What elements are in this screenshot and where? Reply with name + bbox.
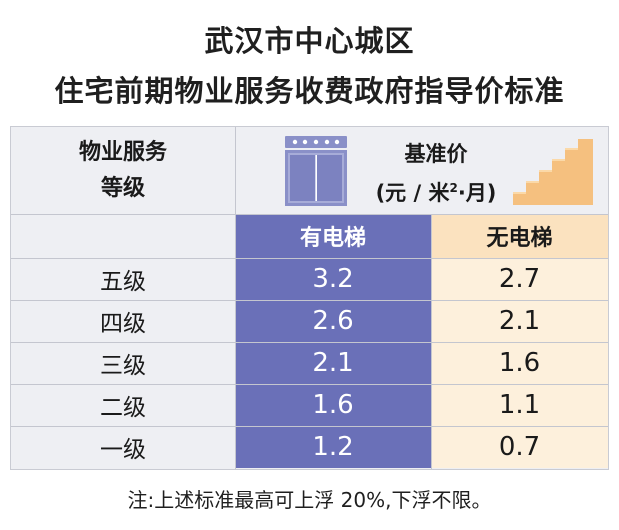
level-header-line-1: 物业服务	[78, 139, 167, 165]
column-divider	[235, 127, 236, 469]
title-line-2: 住宅前期物业服务收费政府指导价标准	[54, 74, 565, 108]
row-value-without-elevator: 0.7	[431, 426, 608, 468]
row-level-label: 三级	[100, 353, 146, 379]
row-value-with-elevator: 2.1	[235, 342, 431, 384]
row-value-without-elevator: 1.6	[431, 342, 608, 384]
row-level-label: 一级	[100, 437, 146, 463]
price-header-line-1: 基准价	[404, 142, 468, 166]
price-header-line-2: (元 / 米2·月)	[361, 171, 511, 210]
row-value-with-elevator: 3.2	[235, 258, 431, 300]
row-level-label: 二级	[100, 395, 146, 421]
row-divider	[11, 214, 608, 215]
row-value-without-elevator: 1.1	[431, 384, 608, 426]
level-header: 物业服务 等级	[11, 127, 235, 214]
row-value-with-elevator: 1.6	[235, 384, 431, 426]
footnote: 注:上述标准最高可上浮 20%,下浮不限。	[127, 488, 492, 512]
level-header-line-2: 等级	[100, 175, 145, 201]
row-level-label: 五级	[100, 269, 146, 295]
row-divider	[11, 258, 608, 259]
title-line-1: 武汉市中心城区	[204, 24, 415, 58]
price-table: 物业服务 等级 基准价 (元 / 米2·月) 有电梯 无电梯 五级 3.2	[10, 126, 609, 470]
price-header-text: 基准价 (元 / 米2·月)	[361, 137, 511, 210]
row-level-label: 四级	[100, 311, 146, 337]
row-value-without-elevator: 2.1	[431, 300, 608, 342]
row-value-with-elevator: 1.2	[235, 426, 431, 468]
row-divider	[11, 342, 608, 343]
price-header: 基准价 (元 / 米2·月)	[235, 127, 608, 214]
row-value-with-elevator: 2.6	[235, 300, 431, 342]
row-divider	[11, 300, 608, 301]
row-divider	[11, 384, 608, 385]
row-divider	[11, 426, 608, 427]
elevator-icon	[285, 136, 347, 206]
stairs-icon	[513, 139, 593, 205]
price-unit-prefix: (元 / 米	[375, 181, 450, 205]
column-header-with-elevator: 有电梯	[235, 214, 431, 258]
column-header-without-elevator: 无电梯	[431, 214, 608, 258]
price-unit-superscript: 2	[449, 181, 458, 195]
subheader-blank-cell	[11, 214, 235, 258]
price-unit-suffix: ·月)	[457, 181, 497, 205]
column-divider	[431, 214, 432, 469]
row-value-without-elevator: 2.7	[431, 258, 608, 300]
